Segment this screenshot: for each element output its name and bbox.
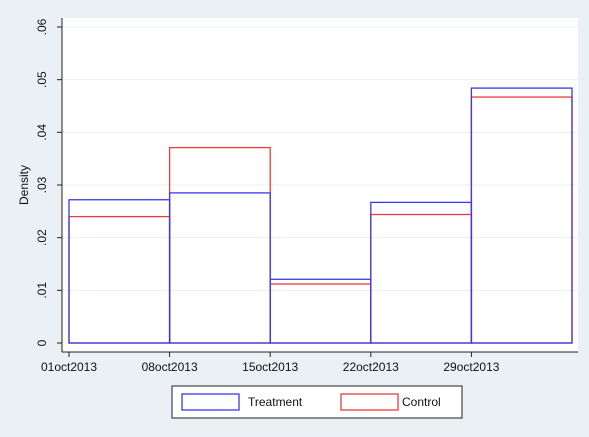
y-tick-label: .04 <box>35 124 49 141</box>
axes: 0 .01 .02 .03 .04 .05 .06 01oct2013 08oct2013 15o… <box>35 18 578 374</box>
x-tick-label: 01oct2013 <box>41 360 97 374</box>
x-tick-label: 22oct2013 <box>343 360 399 374</box>
bar-treatment-4 <box>470 87 573 344</box>
x-tick-label: 29oct2013 <box>443 360 499 374</box>
y-tick-label: .05 <box>35 71 49 88</box>
legend-swatch-control <box>340 393 399 411</box>
legend-box <box>171 385 463 419</box>
legend-label-control: Control <box>402 395 441 409</box>
legend-label-treatment: Treatment <box>248 395 303 409</box>
x-tick-label: 15oct2013 <box>242 360 298 374</box>
y-axis-title: Density <box>17 165 31 205</box>
legend-swatch-treatment <box>181 393 240 411</box>
x-tick-label: 08oct2013 <box>142 360 198 374</box>
bars-layer <box>68 87 573 344</box>
grid-lines <box>62 26 578 291</box>
bar-treatment-1 <box>168 192 271 344</box>
legend: Treatment Control <box>171 385 463 419</box>
y-tick-label: 0 <box>35 339 49 346</box>
y-tick-label: .06 <box>35 18 49 35</box>
y-tick-label: .03 <box>35 176 49 193</box>
y-tick-label: .02 <box>35 229 49 246</box>
y-tick-label: .01 <box>35 282 49 299</box>
